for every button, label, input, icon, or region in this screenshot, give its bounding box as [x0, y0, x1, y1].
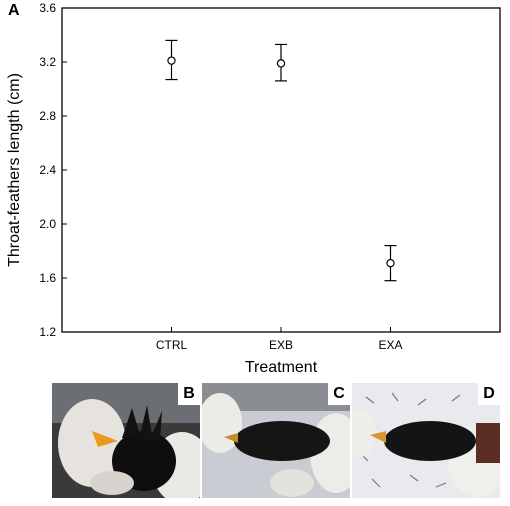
data-point: [386, 258, 395, 268]
photo-panel-c: C: [202, 383, 350, 498]
y-tick-label: 3.2: [39, 55, 56, 69]
photo-label-c: C: [328, 383, 350, 405]
photo-panel-b: B: [52, 383, 200, 498]
y-tick-label: 2.0: [39, 217, 56, 231]
photo-label-b: B: [178, 383, 200, 405]
x-axis-label: Treatment: [245, 359, 318, 376]
bird-photo-b: [52, 383, 200, 498]
y-tick-label: 1.2: [39, 325, 56, 339]
data-point: [276, 59, 286, 68]
photo-label-d: D: [478, 383, 500, 405]
y-axis-label: Throat-feathers length (cm): [6, 73, 23, 267]
data-point: [167, 56, 176, 65]
y-tick-label: 1.6: [39, 271, 56, 285]
x-tick-label: EXB: [269, 338, 293, 352]
panel-label-a: A: [8, 2, 20, 19]
bird-photo-c: [202, 383, 350, 498]
chart: 1.2 1.6 2.0 2.4 2.8 3.2 3.6 CTRL EXB EXA Treatment…: [6, 1, 501, 376]
x-tick-label: EXA: [378, 338, 402, 352]
y-tick-label: 2.8: [39, 109, 56, 123]
bird-photo-d: [352, 383, 500, 498]
x-tick-label: CTRL: [156, 338, 188, 352]
y-tick-label: 3.6: [39, 1, 56, 15]
y-tick-label: 2.4: [39, 163, 56, 177]
photo-panel-d: D: [352, 383, 500, 498]
